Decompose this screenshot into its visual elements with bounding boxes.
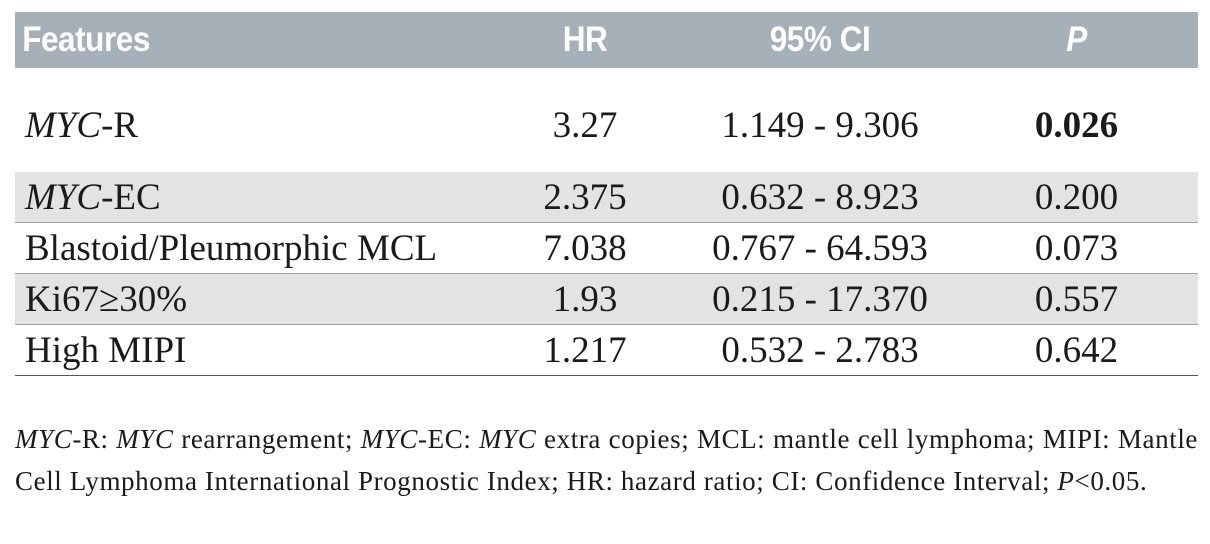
footnote-text: -EC: <box>418 424 480 454</box>
footnote-text: <0.05. <box>1074 466 1148 496</box>
table-row: Blastoid/Pleumorphic MCL 7.038 0.767 - 6… <box>15 223 1198 274</box>
ci-cell: 1.149 - 9.306 <box>721 104 919 146</box>
footnote-italic: MYC <box>479 424 537 454</box>
feature-italic: MYC <box>25 104 102 146</box>
table-footnote: MYC-R: MYC rearrangement; MYC-EC: MYC ex… <box>15 418 1198 502</box>
ci-cell: 0.632 - 8.923 <box>721 176 919 218</box>
footnote-italic: MYC <box>15 424 73 454</box>
table-row: MYC-EC 2.375 0.632 - 8.923 0.200 <box>15 172 1198 223</box>
feature-text: Blastoid/Pleumorphic MCL <box>25 227 438 269</box>
feature-cell: Blastoid/Pleumorphic MCL <box>15 223 485 274</box>
table-header-row: Features HR 95% CI P <box>15 12 1198 68</box>
table-row: High MIPI 1.217 0.532 - 2.783 0.642 <box>15 325 1198 376</box>
footnote-italic: P <box>1057 466 1075 496</box>
hr-cell: 3.27 <box>552 104 618 146</box>
footnote-italic: MYC <box>116 424 174 454</box>
feature-cell: MYC-EC <box>15 172 485 223</box>
footnote-text: extra copies; MCL: mantle cell lymphoma;… <box>15 424 1199 496</box>
p-cell: 0.557 <box>1034 278 1119 320</box>
ci-cell: 0.767 - 64.593 <box>712 227 928 269</box>
p-cell: 0.026 <box>1034 104 1119 146</box>
feature-text: High MIPI <box>25 329 187 371</box>
p-cell: 0.200 <box>1034 176 1119 218</box>
header-p: P <box>1066 20 1087 59</box>
hazard-ratio-table: Features HR 95% CI P MYC-R 3.27 1.149 - … <box>15 12 1198 376</box>
ci-cell: 0.215 - 17.370 <box>712 278 928 320</box>
p-cell: 0.073 <box>1034 227 1119 269</box>
header-ci: 95% CI <box>769 20 871 59</box>
p-cell: 0.642 <box>1034 329 1119 371</box>
hr-cell: 7.038 <box>543 227 627 269</box>
header-features: Features <box>22 20 150 59</box>
feature-text: -EC <box>101 176 161 218</box>
table-row: Ki67≥30% 1.93 0.215 - 17.370 0.557 <box>15 273 1198 325</box>
hr-cell: 1.217 <box>543 329 627 371</box>
feature-cell: Ki67≥30% <box>15 274 485 325</box>
table-row: MYC-R 3.27 1.149 - 9.306 0.026 <box>15 68 1198 172</box>
footnote-text: rearrangement; <box>173 424 361 454</box>
footnote-text: -R: <box>72 424 117 454</box>
footnote-italic: MYC <box>360 424 419 454</box>
feature-cell: MYC-R <box>15 68 485 172</box>
feature-cell: High MIPI <box>15 325 485 376</box>
ci-cell: 0.532 - 2.783 <box>721 329 919 371</box>
feature-text: Ki67≥30% <box>25 278 188 320</box>
feature-italic: MYC <box>25 176 102 218</box>
header-hr: HR <box>562 20 608 59</box>
results-table-container: Features HR 95% CI P MYC-R 3.27 1.149 - … <box>15 12 1198 376</box>
feature-text: -R <box>101 104 139 146</box>
hr-cell: 1.93 <box>552 278 618 320</box>
hr-cell: 2.375 <box>543 176 627 218</box>
